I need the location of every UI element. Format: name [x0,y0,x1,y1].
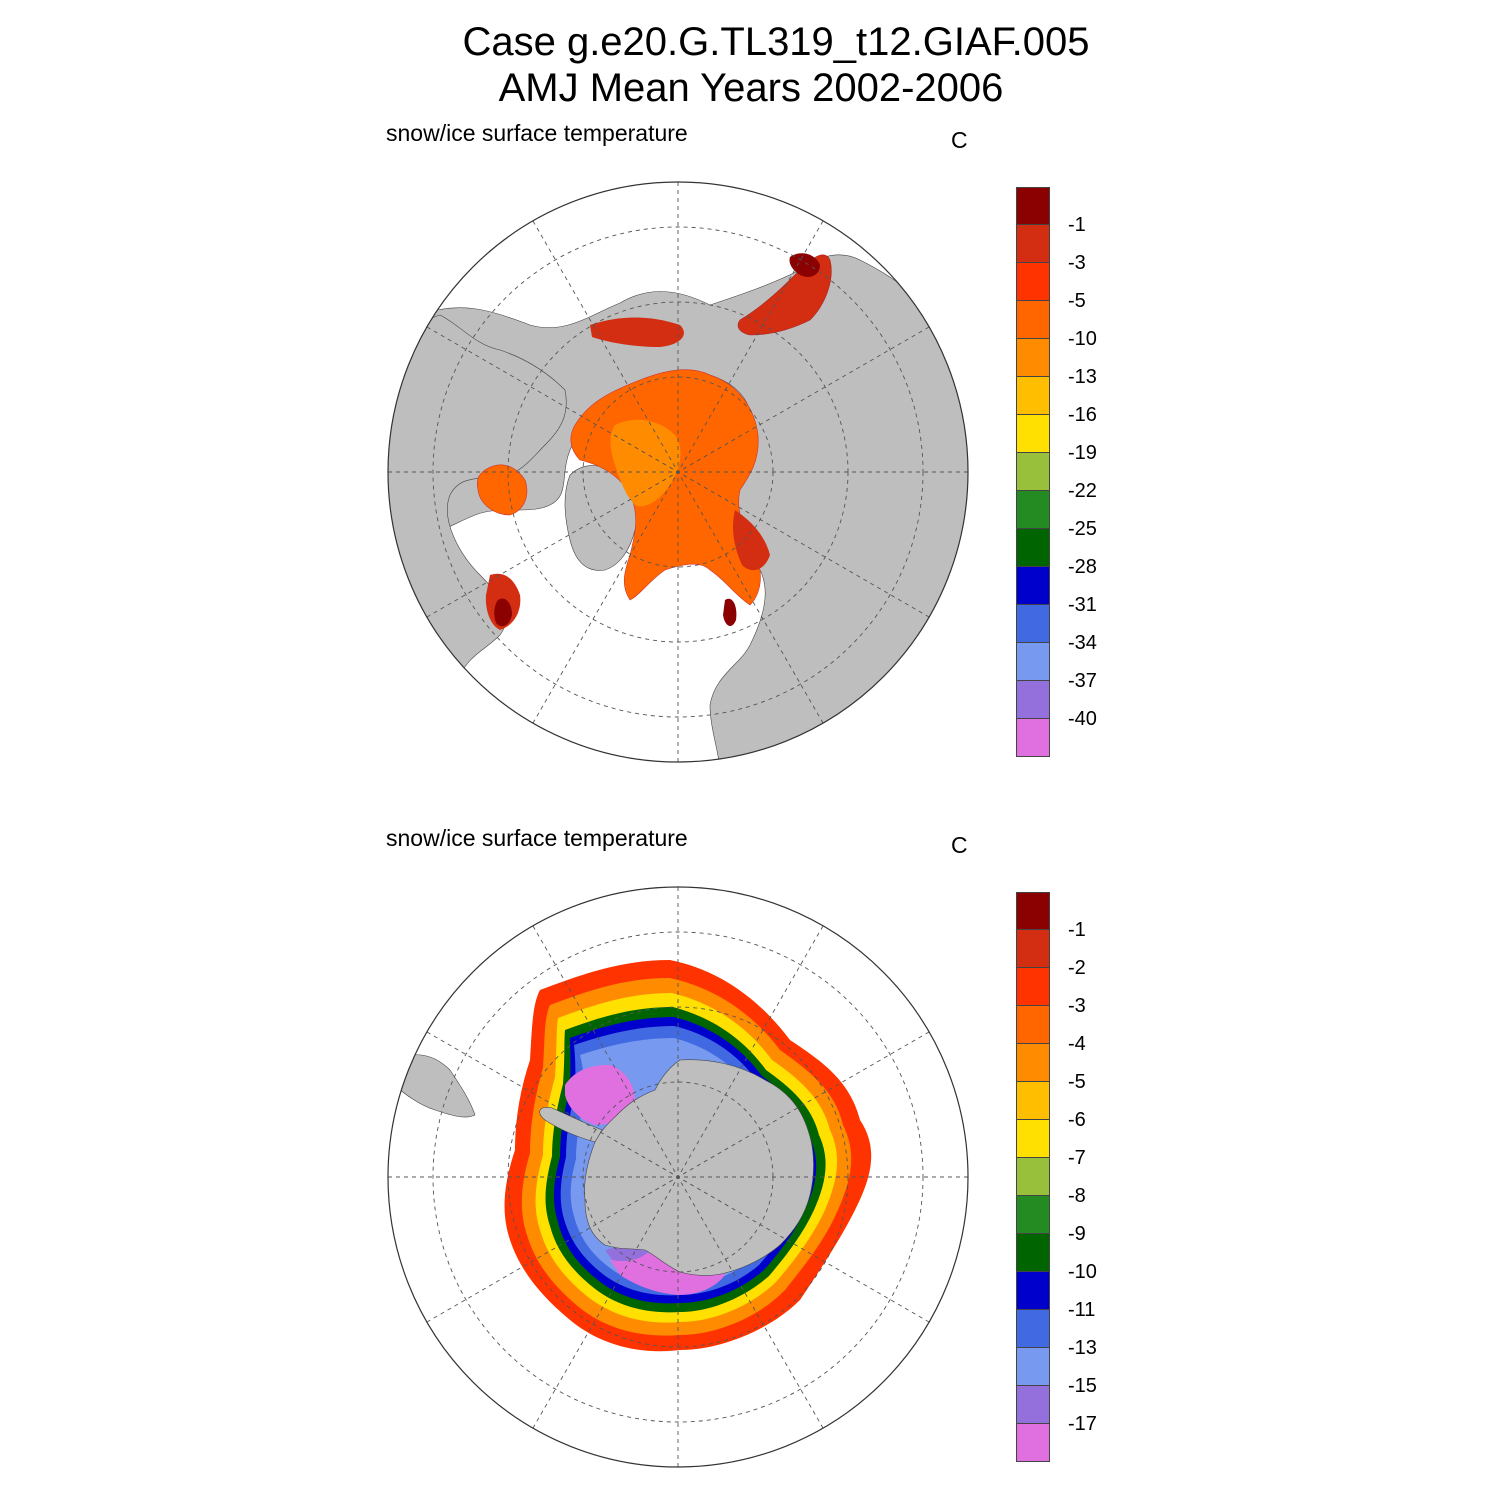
south-colorbar-level-label: -7 [1068,1147,1086,1169]
south-colorbar-level-label: -13 [1068,1337,1097,1359]
north-colorbar-level-label: -40 [1068,708,1097,730]
north-colorbar-swatch [1016,453,1050,491]
south-colorbar-level-label: -10 [1068,1261,1097,1283]
south-units-label: C [951,832,968,858]
north-ice-central-pack [610,419,681,507]
figure-title-line1: Case g.e20.G.TL319_t12.GIAF.005 [462,20,1090,64]
south-colorbar-swatch [1016,1158,1050,1196]
north-colorbar-swatch [1016,567,1050,605]
south-colorbar-swatch [1016,1006,1050,1044]
north-colorbar-level-label: -22 [1068,480,1097,502]
north-colorbar-swatch [1016,681,1050,719]
north-colorbar-swatch [1016,491,1050,529]
south-colorbar-swatch [1016,1272,1050,1310]
south-colorbar: -1 -2 -3 -4 -5 -6 -7 -8 -9 -10 -11 -13 -15 -17 [1016,892,1116,1464]
south-colorbar-level-label: -17 [1068,1413,1097,1435]
north-colorbar-swatch [1016,187,1050,225]
south-polar-map [387,886,969,1468]
north-colorbar-level-label: -34 [1068,632,1097,654]
south-colorbar-swatch [1016,1044,1050,1082]
north-polar-map [387,181,969,763]
north-colorbar-level-label: -10 [1068,328,1097,350]
south-colorbar-swatch [1016,892,1050,930]
south-ice-ross-mid [605,1247,648,1262]
north-colorbar-level-label: -1 [1068,214,1086,236]
south-colorbar-level-label: -15 [1068,1375,1097,1397]
north-colorbar-swatch [1016,643,1050,681]
south-colorbar-swatch [1016,1196,1050,1234]
north-map-border [387,181,969,763]
north-colorbar-level-label: -28 [1068,556,1097,578]
south-graticule [388,887,968,1467]
north-variable-label: snow/ice surface temperature [386,120,688,146]
south-colorbar-level-label: -8 [1068,1185,1086,1207]
south-map-border [387,886,969,1468]
north-ice-hudson-bay [476,464,528,516]
figure-title-line2: AMJ Mean Years 2002-2006 [498,66,1004,110]
north-colorbar-swatch [1016,225,1050,263]
north-colorbar-level-label: -3 [1068,252,1086,274]
south-colorbar-swatch [1016,1082,1050,1120]
south-colorbar-swatch [1016,1310,1050,1348]
north-ice-labrador-warm [494,598,512,627]
south-colorbar-swatch [1016,1424,1050,1462]
south-colorbar-level-label: -1 [1068,919,1086,941]
south-colorbar-level-label: -6 [1068,1109,1086,1131]
north-ice-bering [590,317,684,347]
north-ice-barents-edge [732,510,770,571]
south-colorbar-level-label: -9 [1068,1223,1086,1245]
north-colorbar-swatch [1016,301,1050,339]
north-colorbar-swatch [1016,719,1050,757]
south-ice-weddell-cold [565,1065,635,1125]
north-colorbar-level-label: -25 [1068,518,1097,540]
north-colorbar-swatch [1016,377,1050,415]
south-colorbar-level-label: -2 [1068,957,1086,979]
north-colorbar: -1 -3 -5 -10 -13 -16 -19 -22 -25 -28 -31 -34 -37 -40 [1016,187,1116,759]
south-colorbar-swatch [1016,1348,1050,1386]
north-colorbar-swatch [1016,263,1050,301]
south-colorbar-swatch [1016,1120,1050,1158]
north-colorbar-swatch [1016,339,1050,377]
north-ice-baltic [723,598,737,627]
north-colorbar-level-label: -16 [1068,404,1097,426]
north-colorbar-level-label: -5 [1068,290,1086,312]
south-colorbar-swatch [1016,930,1050,968]
north-colorbar-swatch [1016,605,1050,643]
south-colorbar-level-label: -4 [1068,1033,1086,1055]
south-land-south-america [394,1054,476,1118]
north-colorbar-swatch [1016,529,1050,567]
south-colorbar-level-label: -5 [1068,1071,1086,1093]
north-colorbar-level-label: -13 [1068,366,1097,388]
north-ice-okhotsk-warm [789,253,820,277]
south-colorbar-swatch [1016,1234,1050,1272]
north-colorbar-swatch [1016,415,1050,453]
north-graticule [388,182,968,762]
south-colorbar-swatch [1016,1386,1050,1424]
north-colorbar-level-label: -19 [1068,442,1097,464]
north-colorbar-level-label: -31 [1068,594,1097,616]
south-colorbar-level-label: -11 [1068,1299,1096,1321]
south-variable-label: snow/ice surface temperature [386,825,688,851]
south-colorbar-level-label: -3 [1068,995,1086,1017]
north-units-label: C [951,127,968,153]
south-colorbar-swatch [1016,968,1050,1006]
north-colorbar-level-label: -37 [1068,670,1097,692]
